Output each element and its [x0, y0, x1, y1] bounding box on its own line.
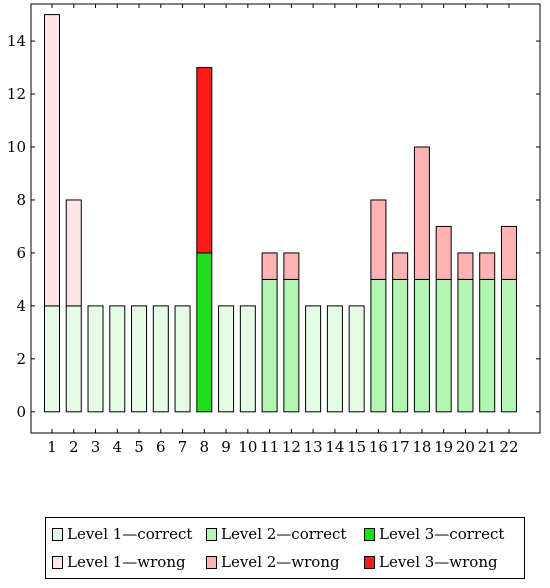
- x-tick-label: 15: [347, 438, 366, 456]
- legend-swatch-l3-wrong: [364, 555, 375, 569]
- x-tick-label: 12: [282, 438, 301, 456]
- x-tick-label: 19: [434, 438, 453, 456]
- x-tick-label: 6: [156, 438, 166, 456]
- bar-wrong-22: [500, 225, 517, 280]
- y-tick-label: 8: [16, 191, 26, 209]
- bar-wrong-16: [370, 199, 387, 280]
- bar-wrong-19: [435, 225, 452, 280]
- legend-item-l2-wrong: Level 2—wrong: [206, 553, 340, 571]
- y-tick-label: 12: [7, 85, 26, 103]
- bar-correct-18: [413, 278, 430, 413]
- bar-correct-19: [435, 278, 452, 413]
- bar-correct-5: [131, 305, 148, 413]
- bar-wrong-17: [392, 252, 409, 280]
- bar-correct-8: [196, 252, 213, 413]
- x-tick-label: 20: [456, 438, 475, 456]
- legend-label: Level 3—wrong: [379, 553, 498, 571]
- x-tick-label: 10: [238, 438, 257, 456]
- bar-wrong-21: [479, 252, 496, 280]
- bar-wrong-18: [413, 146, 430, 280]
- legend-item-l1-wrong: Level 1—wrong: [52, 553, 186, 571]
- legend-item-l2-correct: Level 2—correct: [206, 525, 346, 543]
- bar-correct-21: [479, 278, 496, 413]
- legend-swatch-l1-wrong: [52, 555, 63, 569]
- legend-swatch-l1-correct: [52, 527, 63, 541]
- legend-label: Level 1—correct: [67, 525, 193, 543]
- bar-correct-13: [305, 305, 322, 413]
- legend-item-l3-correct: Level 3—correct: [364, 525, 504, 543]
- legend-label: Level 3—correct: [379, 525, 505, 543]
- bar-correct-12: [283, 278, 300, 413]
- x-tick-label: 18: [412, 438, 431, 456]
- legend-swatch-l2-correct: [206, 527, 217, 541]
- legend-label: Level 2—wrong: [221, 553, 340, 571]
- bar-wrong-12: [283, 252, 300, 280]
- x-tick-label: 11: [260, 438, 279, 456]
- bar-correct-2: [65, 305, 82, 413]
- bar-correct-4: [109, 305, 126, 413]
- legend-label: Level 1—wrong: [67, 553, 186, 571]
- bar-correct-9: [218, 305, 235, 413]
- bar-correct-10: [239, 305, 256, 413]
- x-tick-label: 3: [91, 438, 101, 456]
- x-tick-label: 16: [369, 438, 388, 456]
- bar-wrong-11: [261, 252, 278, 280]
- y-tick-label: 10: [7, 138, 26, 156]
- x-tick-label: 9: [221, 438, 231, 456]
- x-tick-label: 14: [325, 438, 344, 456]
- bar-wrong-1: [44, 14, 60, 307]
- bar-correct-17: [392, 278, 409, 413]
- bar-wrong-20: [457, 252, 474, 280]
- x-tick-label: 5: [134, 438, 144, 456]
- x-tick-label: 8: [200, 438, 210, 456]
- bar-correct-20: [457, 278, 474, 413]
- legend-swatch-l3-correct: [364, 527, 375, 541]
- legend-item-l3-wrong: Level 3—wrong: [364, 553, 498, 571]
- x-tick-label: 13: [304, 438, 323, 456]
- legend-label: Level 2—correct: [221, 525, 347, 543]
- y-tick-label: 4: [16, 297, 26, 315]
- y-tick-label: 14: [7, 32, 26, 50]
- y-tick-label: 0: [16, 403, 26, 421]
- legend: Level 1—correct Level 2—correct Level 3—…: [45, 517, 525, 579]
- bar-correct-7: [174, 305, 191, 413]
- bar-correct-3: [87, 305, 104, 413]
- x-tick-label: 2: [69, 438, 79, 456]
- bar-wrong-2: [65, 199, 82, 307]
- bar-wrong-8: [196, 67, 213, 254]
- bar-correct-11: [261, 278, 278, 413]
- bar-correct-15: [348, 305, 365, 413]
- x-tick-label: 7: [178, 438, 188, 456]
- x-axis: 1 2 3 4 5 6 7 8 9 10 11 12 13 14 15 16 17 18 19 20 21 22: [47, 4, 519, 456]
- legend-item-l1-correct: Level 1—correct: [52, 525, 192, 543]
- x-tick-label: 4: [113, 438, 123, 456]
- y-axis: 0 2 4 6 8 10 12 14: [7, 32, 540, 421]
- plot-frame: [30, 3, 541, 434]
- bar-correct-22: [500, 278, 517, 413]
- bar-correct-14: [326, 305, 343, 413]
- x-tick-label: 21: [478, 438, 497, 456]
- x-tick-label: 22: [499, 438, 518, 456]
- bar-correct-6: [152, 305, 169, 413]
- y-tick-label: 6: [16, 244, 26, 262]
- x-tick-label: 1: [47, 438, 57, 456]
- bars-group: [44, 14, 517, 413]
- x-tick-label: 17: [391, 438, 410, 456]
- legend-swatch-l2-wrong: [206, 555, 217, 569]
- bar-correct-1: [44, 305, 60, 413]
- bar-correct-16: [370, 278, 387, 413]
- y-tick-label: 2: [16, 350, 26, 368]
